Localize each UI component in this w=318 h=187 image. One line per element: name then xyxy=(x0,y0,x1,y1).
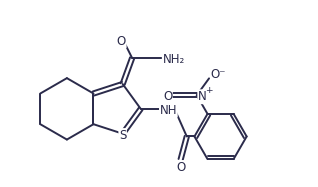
Text: O: O xyxy=(176,161,185,174)
Text: O: O xyxy=(163,90,172,103)
Text: +: + xyxy=(205,86,213,95)
Text: S: S xyxy=(119,129,126,142)
Text: NH₂: NH₂ xyxy=(162,53,185,66)
Text: O: O xyxy=(117,35,126,48)
Text: NH: NH xyxy=(160,104,177,117)
Text: N: N xyxy=(198,90,207,103)
Text: O⁻: O⁻ xyxy=(211,68,226,81)
